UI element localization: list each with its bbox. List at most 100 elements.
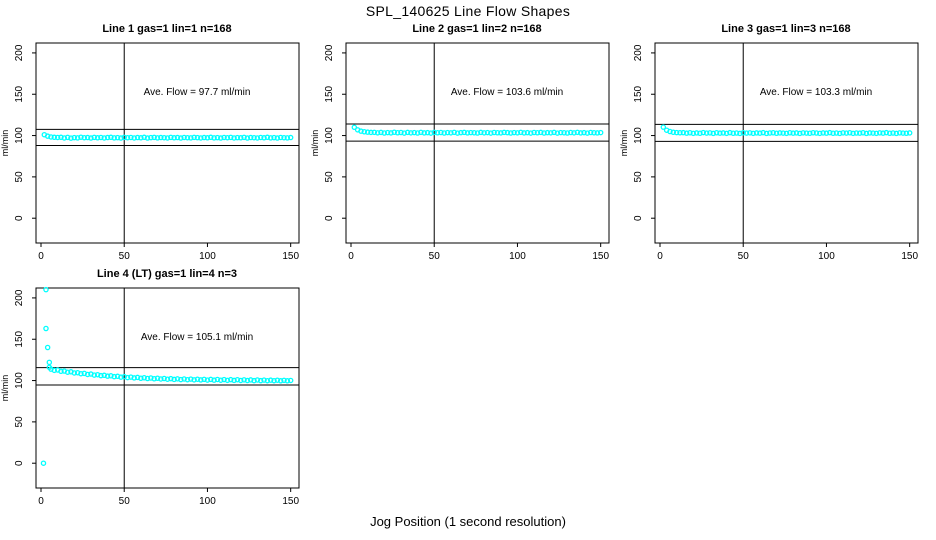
flow-data-point [491, 129, 497, 136]
flow-data-point [554, 130, 561, 136]
flow-data-point [191, 134, 197, 141]
flow-data-point [101, 135, 107, 141]
flow-data-point [371, 129, 378, 136]
panel-line-1-ave-flow-annotation: Ave. Flow = 97.7 ml/min [144, 87, 251, 98]
flow-data-point [261, 135, 267, 141]
flow-data-point [757, 130, 763, 136]
flow-data-point [204, 377, 211, 383]
x-tick-label: 150 [901, 251, 918, 262]
flow-data-point [98, 134, 104, 141]
y-tick-label: 100 [14, 372, 25, 389]
flow-data-point [51, 367, 58, 374]
flow-data-point [866, 130, 873, 136]
flow-data-point [257, 377, 264, 384]
panel-line-1-title: Line 1 gas=1 lin=1 n=168 [102, 23, 231, 35]
flow-data-point [358, 128, 364, 134]
flow-data-point [461, 129, 467, 136]
flow-data-point [850, 130, 856, 137]
flow-data-point [144, 375, 151, 382]
flow-data-point [793, 130, 800, 136]
flow-data-point [181, 134, 187, 141]
panel-line-4-plot: Line 4 (LT) gas=1 lin=4 n=3 Ave. Flow = … [0, 268, 300, 507]
flow-data-point [267, 377, 274, 383]
flow-data-point [164, 376, 171, 382]
flow-data-point [237, 377, 244, 384]
y-tick-label: 150 [14, 330, 25, 347]
flow-data-point [534, 130, 541, 136]
flow-data-point [797, 130, 803, 137]
flow-data-point [687, 130, 693, 136]
flow-data-point [121, 373, 127, 380]
flow-data-point [231, 135, 237, 141]
y-tick-label: 150 [14, 85, 25, 102]
flow-data-point [803, 130, 810, 136]
y-tick-label: 50 [633, 171, 644, 183]
flow-data-point [218, 135, 224, 141]
flow-data-point [111, 135, 117, 141]
flow-data-point [274, 377, 281, 383]
flow-data-point [368, 129, 374, 136]
flow-data-point [584, 130, 591, 136]
flow-data-point [458, 129, 464, 136]
flow-data-point [254, 377, 261, 383]
flow-data-point [464, 130, 471, 136]
flow-data-point [351, 124, 358, 131]
flow-data-point [717, 130, 723, 136]
y-tick-label: 200 [324, 44, 335, 61]
flow-data-point [134, 134, 141, 141]
flow-data-point [234, 134, 241, 141]
flow-data-point [800, 130, 806, 136]
y-tick-label: 50 [14, 171, 25, 183]
flow-data-point [837, 130, 843, 137]
flow-data-point [257, 134, 264, 141]
x-tick-label: 0 [38, 496, 44, 507]
flow-data-point [873, 130, 880, 137]
flow-data-point [154, 135, 161, 141]
flow-data-point [211, 377, 217, 383]
flow-data-point [903, 130, 910, 136]
flow-data-point [697, 130, 703, 136]
flow-data-point [511, 129, 517, 136]
panel-line-2-title: Line 2 gas=1 lin=2 n=168 [412, 23, 541, 35]
flow-data-point [528, 130, 534, 136]
flow-data-point [886, 130, 893, 136]
y-tick-label: 200 [14, 289, 25, 306]
plot-box [654, 42, 919, 244]
y-tick-label: 0 [633, 215, 644, 221]
flow-data-point [244, 377, 251, 384]
flow-data-point [544, 129, 551, 136]
flow-data-point [730, 130, 736, 136]
panel-line-3-title: Line 3 gas=1 lin=3 n=168 [721, 23, 850, 35]
flow-data-point [750, 130, 756, 137]
flow-data-point [538, 129, 544, 136]
flow-data-point [251, 134, 257, 141]
flow-data-point [727, 129, 733, 136]
y-tick-label: 100 [14, 127, 25, 144]
flow-data-point [184, 134, 191, 141]
flow-data-point [361, 129, 368, 135]
flow-data-point [208, 134, 214, 141]
flow-data-point [428, 130, 434, 136]
flow-data-point [214, 134, 221, 141]
flow-data-point [281, 377, 287, 384]
flow-data-point [378, 129, 384, 136]
flow-data-point [44, 344, 51, 351]
flow-data-point [81, 134, 88, 141]
panel-line-3-ave-flow-annotation: Ave. Flow = 103.3 ml/min [760, 87, 872, 98]
flow-data-point [174, 376, 181, 382]
flow-data-point [481, 130, 487, 136]
flow-data-point [541, 130, 547, 136]
plot-box [35, 287, 300, 489]
flow-data-point [201, 134, 207, 141]
flow-data-point [364, 129, 371, 135]
flow-data-point [221, 134, 227, 141]
flow-data-point [44, 133, 51, 139]
flow-data-point [404, 129, 411, 136]
flow-data-point [40, 460, 47, 466]
flow-data-point [883, 129, 890, 136]
flow-data-point [91, 134, 98, 141]
flow-data-point [124, 374, 131, 381]
flow-data-point [421, 130, 427, 136]
flow-data-point [178, 135, 184, 141]
